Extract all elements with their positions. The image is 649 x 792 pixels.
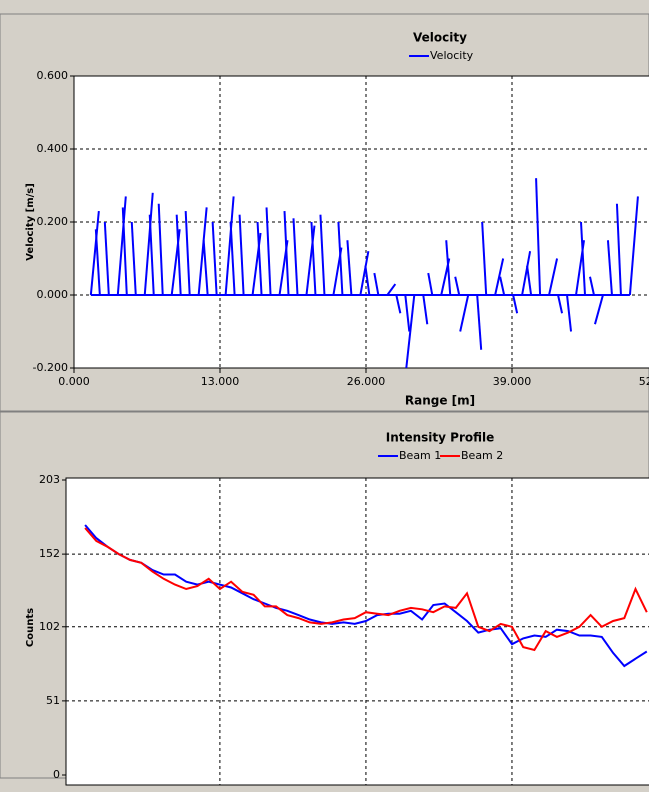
y-tick-label: 203	[39, 473, 60, 486]
velocity-stick	[521, 251, 532, 296]
legend-label: Beam 1	[399, 449, 441, 462]
y-tick-label: 0.600	[37, 69, 69, 82]
plot-area	[73, 75, 649, 369]
velocity-stick	[364, 265, 371, 296]
velocity-stick	[283, 211, 290, 296]
velocity-stick	[427, 272, 434, 296]
y-tick-label: 0.200	[37, 215, 69, 228]
y-tick-label: 0	[53, 768, 60, 781]
velocity-stick	[459, 294, 470, 332]
velocity-stick	[89, 210, 100, 296]
velocity-stick	[337, 221, 344, 296]
y-tick-label: 51	[46, 694, 60, 707]
velocity-stick	[548, 258, 559, 296]
velocity-stick	[211, 221, 218, 296]
velocity-stick	[224, 196, 235, 296]
velocity-stick	[422, 294, 429, 325]
chart-title: Velocity	[413, 31, 467, 45]
velocity-stick	[319, 214, 326, 296]
velocity-stick	[346, 240, 353, 296]
velocity-stick	[512, 294, 519, 314]
velocity-stick	[265, 207, 272, 296]
velocity-stick	[184, 211, 191, 296]
velocity-stick	[175, 214, 182, 296]
velocity-stick	[404, 294, 411, 332]
velocity-stick	[386, 283, 397, 296]
velocity-stick	[94, 229, 101, 296]
legend-label: Velocity	[430, 49, 474, 62]
y-tick-label: 102	[39, 620, 60, 633]
velocity-stick	[130, 221, 137, 296]
velocity-stick	[238, 214, 245, 296]
velocity-stick	[229, 221, 236, 296]
velocity-stick	[116, 196, 127, 296]
velocity-stick	[148, 214, 155, 296]
velocity-stick	[373, 272, 380, 296]
x-tick-label: 26.000	[347, 375, 386, 388]
x-tick-label: 39.000	[493, 375, 532, 388]
velocity-stick	[580, 221, 586, 296]
velocity-stick	[445, 240, 452, 296]
x-tick-label: 13.000	[201, 375, 240, 388]
chart-title: Intensity Profile	[386, 431, 495, 445]
velocity-stick	[454, 276, 461, 296]
velocity-stick	[256, 221, 263, 296]
velocity-stick	[526, 265, 533, 296]
velocity-stick	[499, 276, 506, 296]
y-tick-label: -0.200	[33, 361, 68, 374]
velocity-stick	[606, 240, 613, 296]
velocity-stick	[494, 258, 505, 296]
velocity-stick	[292, 218, 299, 296]
y-tick-label: 152	[39, 547, 60, 560]
x-tick-label: 0.000	[58, 375, 90, 388]
y-tick-label: 0.000	[37, 288, 69, 301]
velocity-stick	[481, 221, 488, 296]
velocity-stick	[535, 178, 542, 296]
velocity-stick	[121, 207, 128, 296]
velocity-stick	[615, 203, 622, 296]
beam-line	[84, 527, 648, 652]
velocity-stick	[103, 221, 110, 296]
y-axis-label: Velocity [m/s]	[25, 183, 36, 261]
velocity-stick	[395, 294, 402, 314]
velocity-stick	[557, 294, 564, 314]
y-axis-label: Counts	[25, 608, 36, 647]
beam-line	[84, 524, 648, 668]
velocity-stick	[628, 196, 639, 296]
velocity-stick	[566, 294, 573, 332]
y-tick-label: 0.400	[37, 142, 69, 155]
velocity-stick	[143, 192, 154, 296]
velocity-stick	[202, 240, 209, 296]
plot-area	[65, 477, 649, 786]
velocity-stick	[589, 276, 595, 296]
velocity-stick	[359, 251, 370, 296]
velocity-stick	[310, 221, 317, 296]
legend-label: Beam 2	[461, 449, 503, 462]
velocity-stick	[197, 207, 208, 296]
x-tick-label: 52.000	[639, 375, 649, 388]
x-axis-label: Range [m]	[405, 394, 475, 408]
velocity-stick	[594, 294, 604, 325]
velocity-stick	[405, 294, 416, 369]
velocity-stick	[476, 294, 483, 350]
velocity-stick	[157, 203, 164, 296]
